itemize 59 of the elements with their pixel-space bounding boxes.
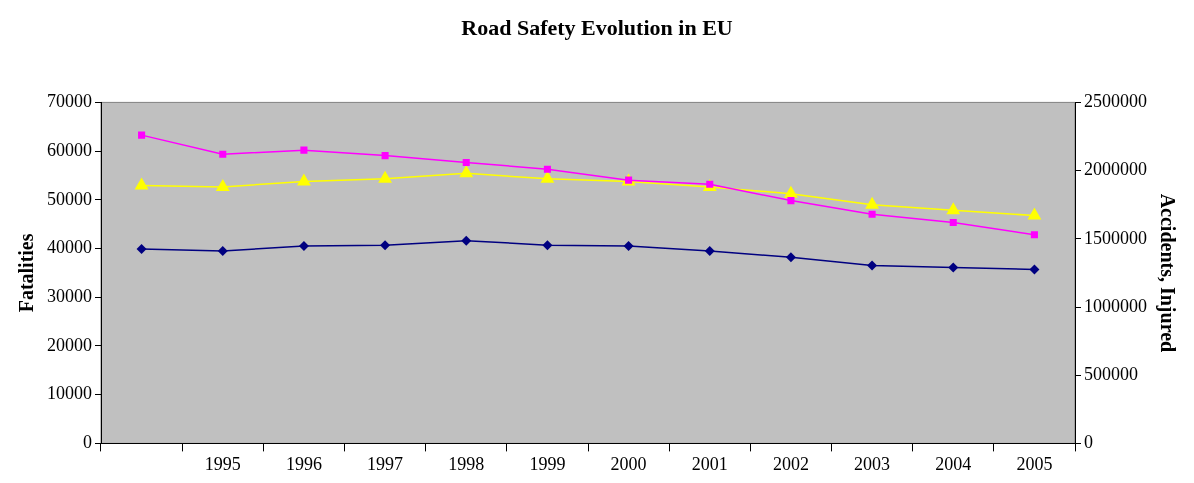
x-tick-label: 1996 [285, 453, 322, 474]
y-tick-label: 20000 [47, 334, 92, 355]
x-tick-label: 1997 [367, 453, 404, 474]
point [948, 262, 959, 273]
chart-title: Road Safety Evolution in EU [461, 14, 733, 40]
y2-tick-label: 0 [1084, 432, 1093, 453]
point [219, 150, 227, 158]
point [300, 146, 308, 154]
x-tick-label: 2002 [772, 453, 809, 474]
x-tick-label: 1999 [529, 453, 566, 474]
point [543, 165, 551, 173]
point [949, 218, 957, 226]
x-tick-label: 2001 [691, 453, 728, 474]
y-tick-label: 70000 [47, 91, 92, 112]
point [378, 170, 393, 183]
x-tick-label: 1998 [448, 453, 485, 474]
x-tick-label: 2005 [1016, 453, 1053, 474]
y-tick-label: 40000 [47, 237, 92, 258]
point [138, 131, 146, 139]
point [623, 241, 634, 252]
y-tick-label: 50000 [47, 188, 92, 209]
y2-tick-label: 1000000 [1084, 295, 1147, 316]
y-tick-label: 0 [83, 432, 92, 453]
y2-tick-label: 500000 [1084, 363, 1138, 384]
point [215, 178, 230, 191]
point [459, 165, 474, 178]
y2-axis-title: Accidents, Injured [1155, 193, 1179, 353]
y-tick-label: 60000 [47, 139, 92, 160]
x-tick-label: 1995 [204, 453, 241, 474]
point [867, 260, 878, 271]
point [868, 210, 876, 218]
point [1029, 264, 1040, 275]
y-tick-label: 10000 [47, 383, 92, 404]
y-axis-title: Fatalities [15, 233, 38, 313]
point [136, 244, 147, 255]
x-tick-label: 2004 [935, 453, 972, 474]
x-tick-label: 2000 [610, 453, 647, 474]
point [380, 240, 391, 251]
point [946, 202, 961, 215]
point [783, 185, 798, 198]
point [134, 177, 149, 190]
point [787, 197, 795, 205]
point [704, 245, 715, 256]
point [1027, 207, 1042, 220]
point [217, 245, 228, 256]
point [462, 158, 470, 166]
y2-tick-label: 1500000 [1084, 227, 1147, 248]
point [296, 173, 311, 186]
point [461, 235, 472, 246]
point [540, 170, 555, 183]
point [865, 196, 880, 209]
point [381, 152, 389, 160]
y2-tick-label: 2000000 [1084, 159, 1147, 180]
point [542, 240, 553, 251]
x-tick-label: 2003 [854, 453, 891, 474]
point [298, 241, 309, 252]
y2-tick-label: 2500000 [1084, 91, 1147, 112]
point [785, 252, 796, 263]
y-tick-label: 30000 [47, 285, 92, 306]
